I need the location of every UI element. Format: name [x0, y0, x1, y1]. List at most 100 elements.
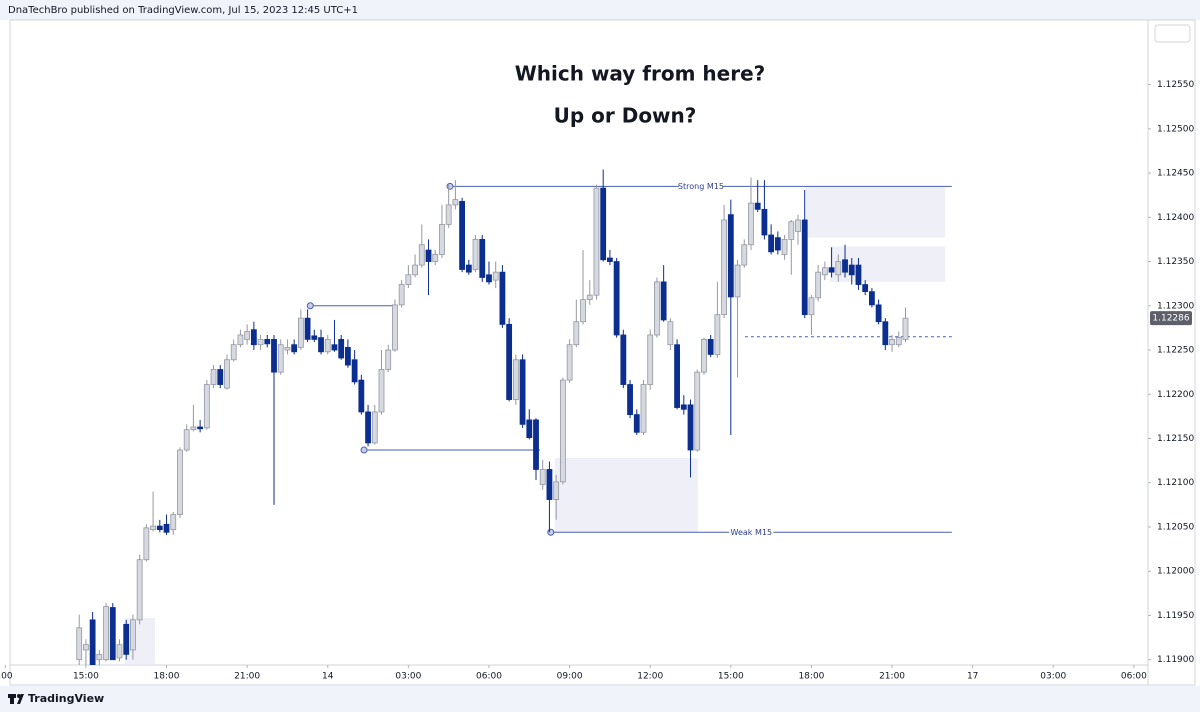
x-tick-label: 18:00: [154, 672, 180, 682]
x-tick-label: 06:00: [476, 672, 502, 682]
candle-body: [667, 321, 674, 346]
candle-body: [546, 469, 553, 500]
candle-body: [627, 384, 633, 416]
candle-body: [499, 271, 506, 325]
candle-body: [519, 359, 526, 425]
candle-body: [680, 404, 687, 410]
candle-body: [230, 344, 237, 361]
candle-body: [774, 237, 781, 251]
candle-body: [331, 344, 338, 351]
bottom-bar: [0, 686, 1200, 712]
candle-body: [687, 404, 694, 451]
candle-body: [284, 346, 291, 351]
candle-body: [398, 284, 405, 306]
candle-body: [620, 334, 627, 385]
y-tick-label: 1.12200: [1157, 390, 1194, 400]
candle-body: [613, 261, 620, 336]
candle-body: [156, 525, 163, 531]
candle-body: [203, 384, 210, 429]
candle-body: [304, 317, 311, 340]
brand-name: TradingView: [28, 692, 104, 705]
candle-body: [586, 294, 593, 300]
x-tick-label: 21:00: [879, 672, 905, 682]
x-tick-label: 18:00: [798, 672, 824, 682]
candle-body: [190, 426, 197, 431]
candle-body: [83, 644, 89, 651]
candle-body: [177, 449, 183, 515]
candle-body: [895, 337, 902, 346]
candle-body: [654, 281, 660, 336]
candle-body: [345, 346, 351, 366]
candle-body: [89, 619, 96, 665]
candle-body: [862, 284, 869, 293]
candle-body: [660, 281, 667, 321]
candle-body: [297, 317, 304, 348]
candle-body: [633, 414, 640, 433]
zone: [554, 457, 698, 533]
anchor-point: [306, 302, 314, 310]
last-price-label: 1.12286: [1152, 314, 1189, 324]
y-tick-label: 1.12000: [1157, 567, 1194, 577]
candle-body: [271, 339, 277, 373]
candle-body: [754, 202, 761, 210]
candle-body: [392, 304, 398, 351]
candle-body: [821, 267, 828, 276]
candle-body: [768, 234, 775, 253]
candle-body: [136, 559, 143, 621]
last-price-tag: [1150, 311, 1192, 326]
logo-part: [17, 694, 24, 704]
candle-body: [553, 481, 560, 500]
y-tick-label: 1.12050: [1157, 522, 1194, 532]
candle-body: [210, 369, 217, 385]
candle-body: [714, 314, 721, 355]
candle-body: [835, 261, 842, 276]
candle-body: [143, 527, 150, 561]
x-tick-label: 14: [322, 672, 334, 682]
anchor-point: [360, 446, 368, 454]
candle-body: [116, 644, 123, 659]
candle-body: [358, 379, 365, 413]
candle-body: [163, 523, 170, 533]
candle-body: [882, 321, 889, 346]
candle-body: [875, 304, 882, 323]
y-tick-label: 1.12550: [1157, 80, 1194, 90]
x-tick-label: 06:00: [1121, 672, 1147, 682]
candle-body: [741, 244, 748, 266]
plot: Strong M15 Weak M15: [76, 169, 952, 665]
candle-body: [694, 371, 701, 451]
candle-body: [492, 271, 499, 281]
candle-body: [848, 264, 855, 276]
candle-body: [472, 239, 479, 270]
candle-body: [889, 339, 895, 346]
candle-body: [130, 619, 136, 651]
y-tick-label: 1.12300: [1157, 301, 1194, 311]
line-label: Weak M15: [731, 528, 773, 537]
x-tick-label: 17: [967, 672, 978, 682]
chart-subtitle: Up or Down?: [554, 104, 697, 128]
candle-body: [868, 291, 875, 306]
top-bar: [0, 0, 1200, 20]
candle-body: [593, 187, 600, 296]
candle-body: [761, 208, 768, 236]
candle-body: [311, 335, 318, 340]
candle-body: [808, 297, 815, 316]
anchor-point: [446, 182, 454, 190]
publish-info: DnaTechBro published on TradingView.com,…: [8, 5, 358, 16]
x-tick-label: 03:00: [395, 672, 421, 682]
brand-logo: [8, 694, 24, 704]
candle-body: [123, 623, 130, 655]
candle-body: [600, 187, 607, 261]
candle-body: [365, 411, 371, 444]
scale-button[interactable]: [1154, 24, 1191, 43]
candle-body: [405, 274, 412, 285]
x-tick-label: 21:00: [234, 672, 260, 682]
candle-body: [647, 334, 654, 385]
candle-body: [459, 200, 466, 270]
candle-body: [815, 271, 822, 299]
axes: 1.11900 1.11950 1.12000 1.12050 1.12100 1.121…: [0, 80, 1194, 681]
candle-body: [452, 199, 459, 206]
candle-body: [674, 344, 680, 408]
chart-title: Which way from here?: [515, 62, 766, 86]
candle-body: [338, 339, 345, 359]
